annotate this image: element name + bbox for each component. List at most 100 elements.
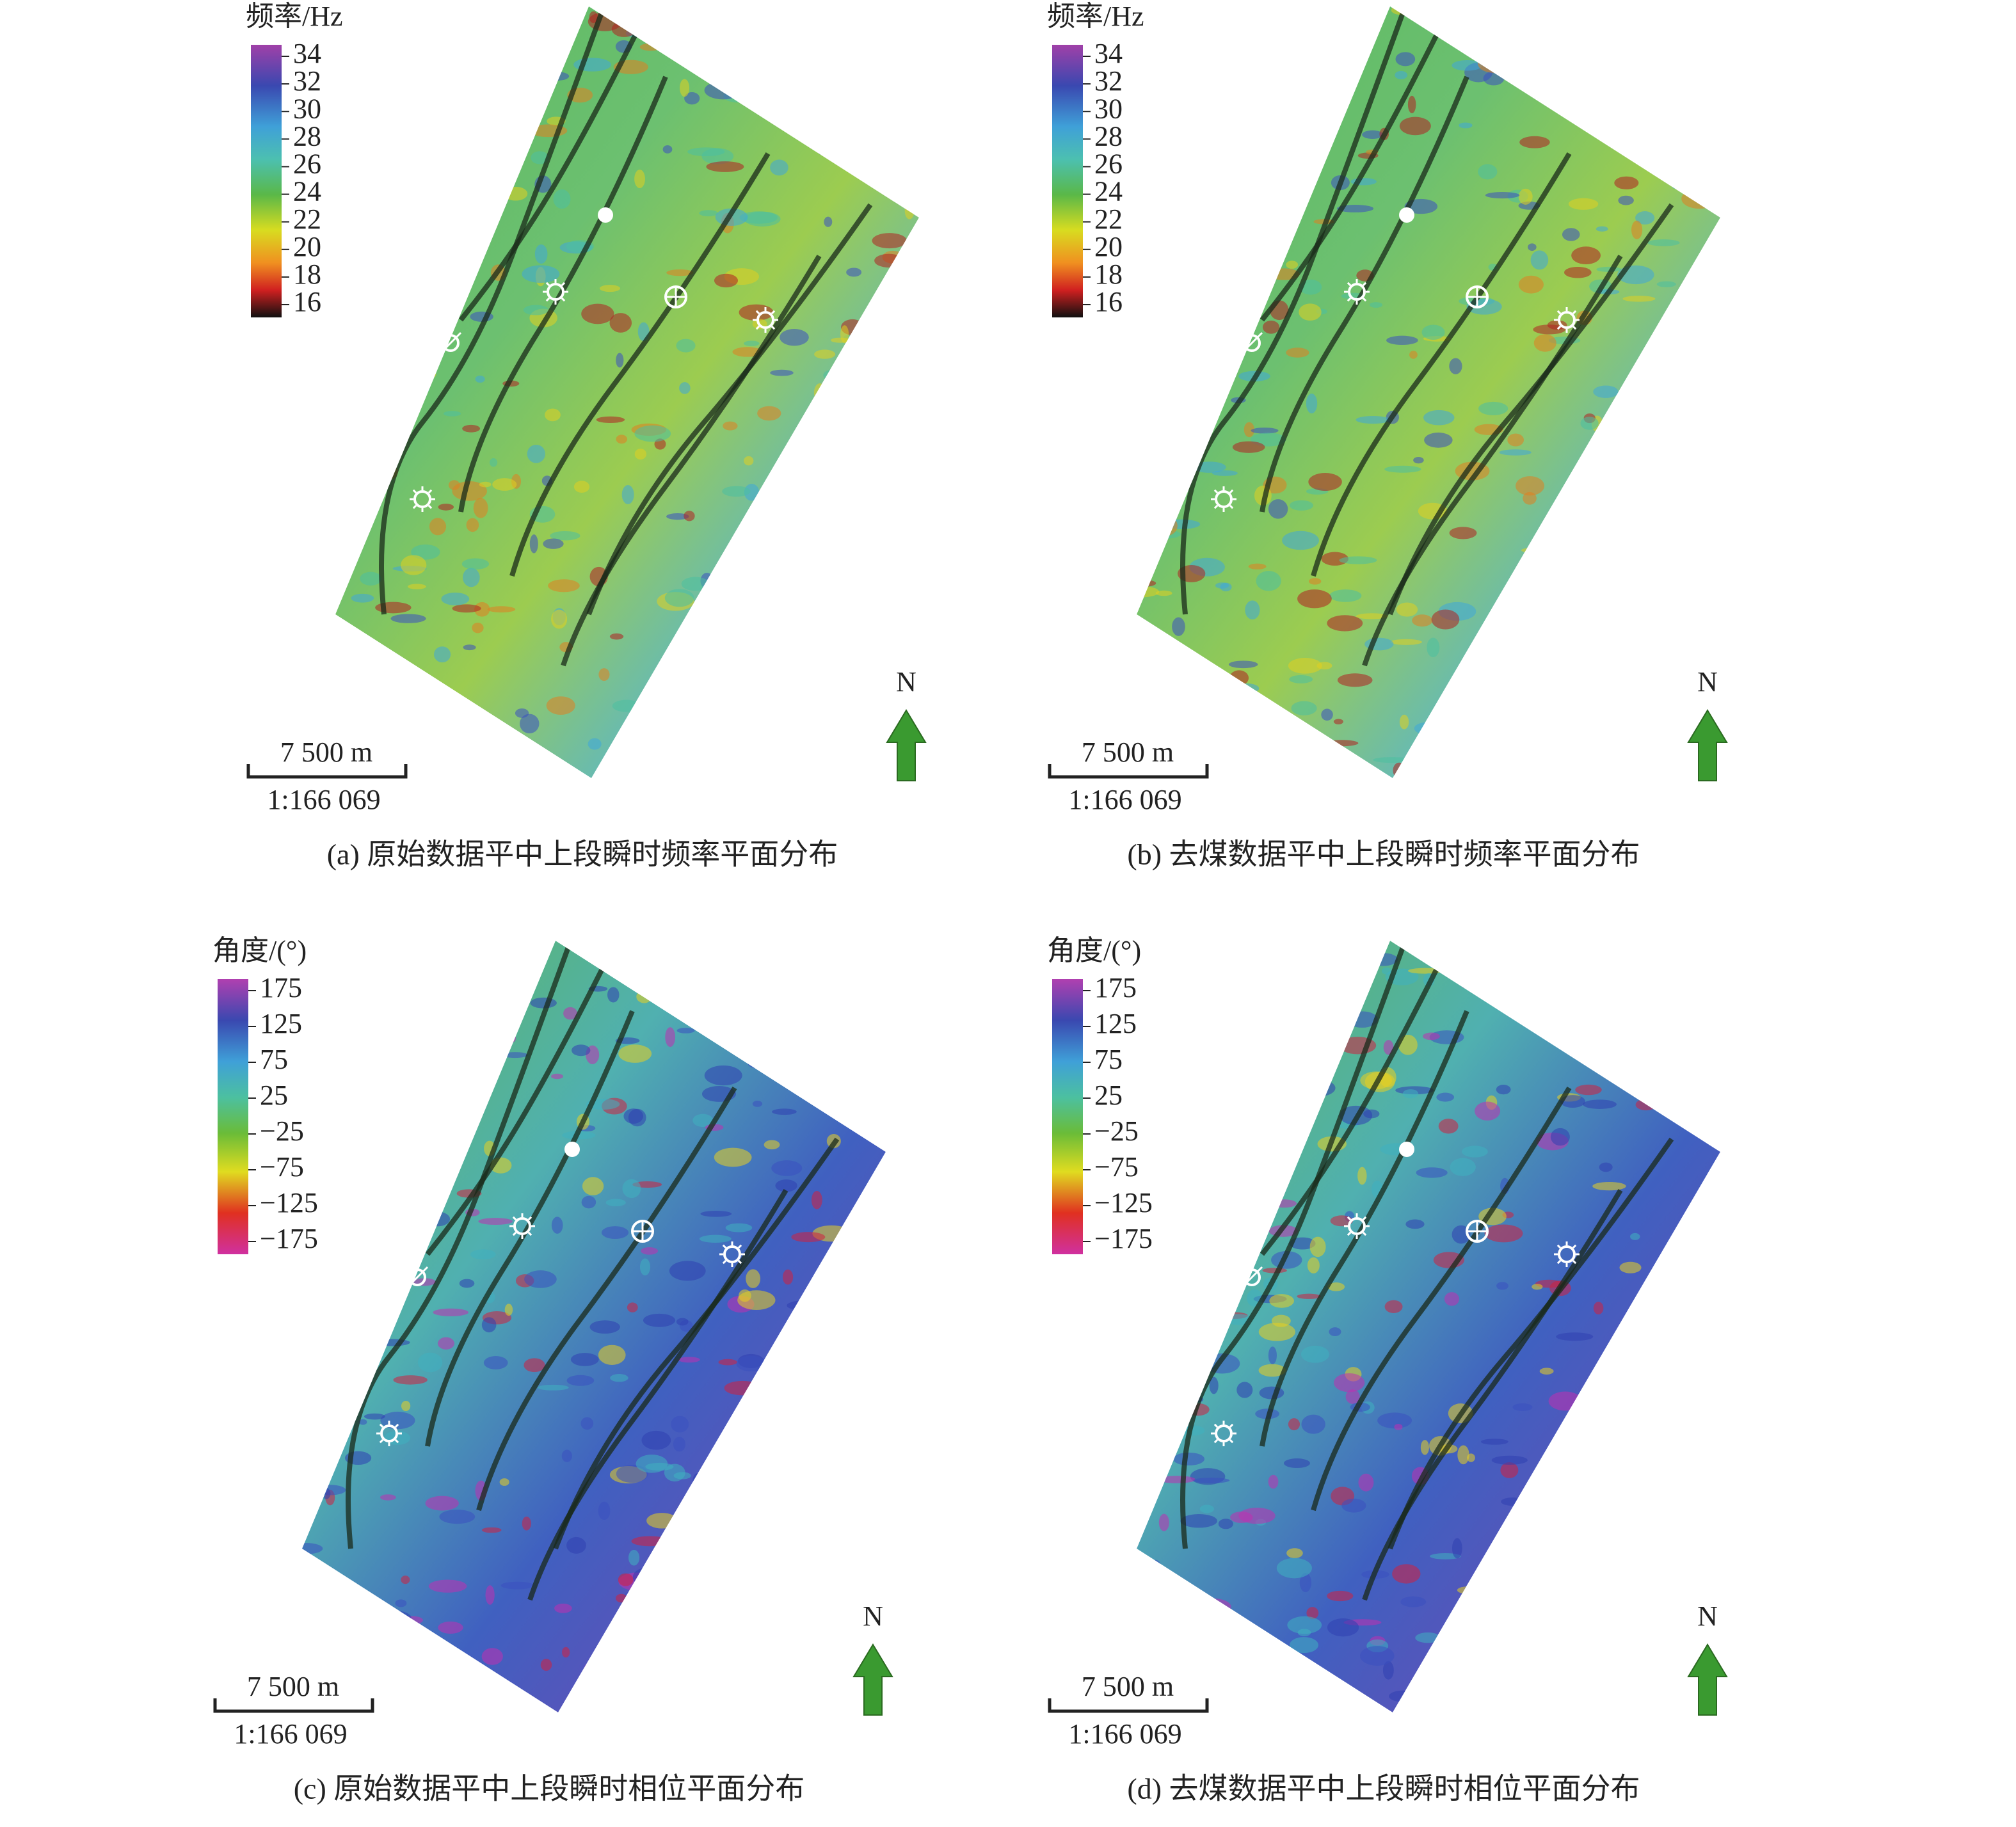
well-ray (755, 310, 760, 315)
map-patch (1518, 188, 1533, 205)
map-patch (1172, 617, 1185, 636)
map-patch (1683, 489, 1693, 495)
map-patch (424, 1699, 442, 1712)
map-patch (1510, 29, 1541, 41)
map (335, 6, 919, 778)
scale-label: 7 500 m (1082, 737, 1174, 768)
map-patch (545, 72, 570, 81)
map-patch (466, 518, 479, 532)
map-patch (333, 1389, 356, 1400)
map-patch (1632, 724, 1647, 742)
map-patch (840, 1422, 876, 1428)
map-patch (852, 441, 863, 449)
map-patch (320, 1594, 358, 1609)
map-patch (1578, 1412, 1606, 1421)
colorbar-tick-label: 28 (293, 120, 321, 152)
map-patch (1306, 1607, 1319, 1620)
map-patch (413, 385, 430, 394)
map-patch (650, 19, 668, 31)
map-patch (1528, 243, 1537, 251)
map-patch (1699, 1587, 1720, 1594)
map-patch (490, 736, 522, 744)
map-patch (599, 285, 621, 292)
map-patch (740, 13, 756, 20)
map-patch (1279, 1045, 1297, 1057)
map-patch (317, 1377, 341, 1391)
map-patch (684, 511, 695, 522)
map-patch (849, 416, 883, 426)
map-patch (1329, 1327, 1341, 1337)
well-cross (666, 287, 686, 307)
map-patch (1151, 989, 1165, 1007)
map-patch (481, 1527, 502, 1533)
map-patch (1692, 26, 1720, 44)
map-patch (746, 1682, 771, 1697)
map-patch (1540, 548, 1571, 564)
map-patch (669, 1261, 706, 1281)
well-ray (428, 504, 433, 509)
map-patch (722, 486, 751, 497)
map-patch (358, 1419, 367, 1425)
map-patch (363, 1153, 376, 1161)
map-patch (1462, 984, 1496, 990)
map-patch (739, 1289, 751, 1302)
map-patch (1172, 96, 1204, 106)
map-patch (1672, 182, 1704, 191)
map-patch (304, 1137, 320, 1143)
map-patch (1649, 975, 1681, 982)
map-patch (901, 6, 913, 18)
map-patch (796, 1463, 817, 1484)
map-patch (1251, 206, 1281, 212)
map-patch (412, 1064, 448, 1081)
map-patch (1245, 600, 1260, 619)
map-patch (1615, 958, 1638, 973)
colorbar-tick-label: 16 (1094, 286, 1123, 317)
map-patch (485, 1585, 495, 1605)
map-patch (704, 1065, 742, 1086)
map-patch (1185, 99, 1214, 117)
map-patch (1209, 1376, 1219, 1394)
fault-line (527, 1188, 788, 1601)
map-patch (1137, 580, 1156, 587)
colorbar-tick-label: 75 (1094, 1044, 1123, 1075)
fault-line (1362, 254, 1623, 667)
map-patch (682, 1578, 701, 1587)
map-patch (1146, 95, 1176, 111)
map-patch (388, 378, 417, 391)
map-patch (1571, 246, 1601, 265)
map-patch (735, 743, 763, 754)
map-patch (1155, 590, 1172, 596)
caption: (c) 原始数据平中上段瞬时相位平面分布 (294, 1773, 805, 1805)
map-patch (1450, 1158, 1476, 1176)
map-patch (1183, 733, 1199, 742)
map-patch (1494, 1614, 1517, 1626)
map-patch (1711, 1125, 1720, 1136)
well-ray (1572, 1259, 1577, 1265)
map-patch (388, 372, 410, 378)
well-marker (1348, 1217, 1366, 1235)
map-patch (676, 1318, 689, 1326)
well-ray (1229, 1439, 1234, 1444)
map-patch (475, 375, 485, 383)
map-patch (1438, 1706, 1468, 1712)
map-patch (345, 1161, 378, 1173)
map-patch (335, 176, 372, 182)
map-patch (1259, 945, 1291, 961)
colorbar (218, 979, 248, 1254)
map-patch (366, 1270, 375, 1287)
map-patch (678, 1357, 700, 1363)
map-patch (803, 431, 820, 449)
map-patch (1536, 1602, 1545, 1620)
well-ray (512, 1216, 517, 1221)
map-patch (1308, 578, 1322, 585)
map-patch (767, 1467, 784, 1476)
map-patch (1424, 740, 1437, 750)
map-patch (835, 633, 854, 651)
map-patch (1176, 1652, 1207, 1667)
map-patch (302, 1543, 323, 1554)
well-ray (1572, 310, 1577, 315)
map-patch (1287, 1616, 1322, 1634)
well-ray (545, 297, 550, 302)
well-ray (1362, 1216, 1367, 1221)
north-arrow (886, 709, 927, 781)
